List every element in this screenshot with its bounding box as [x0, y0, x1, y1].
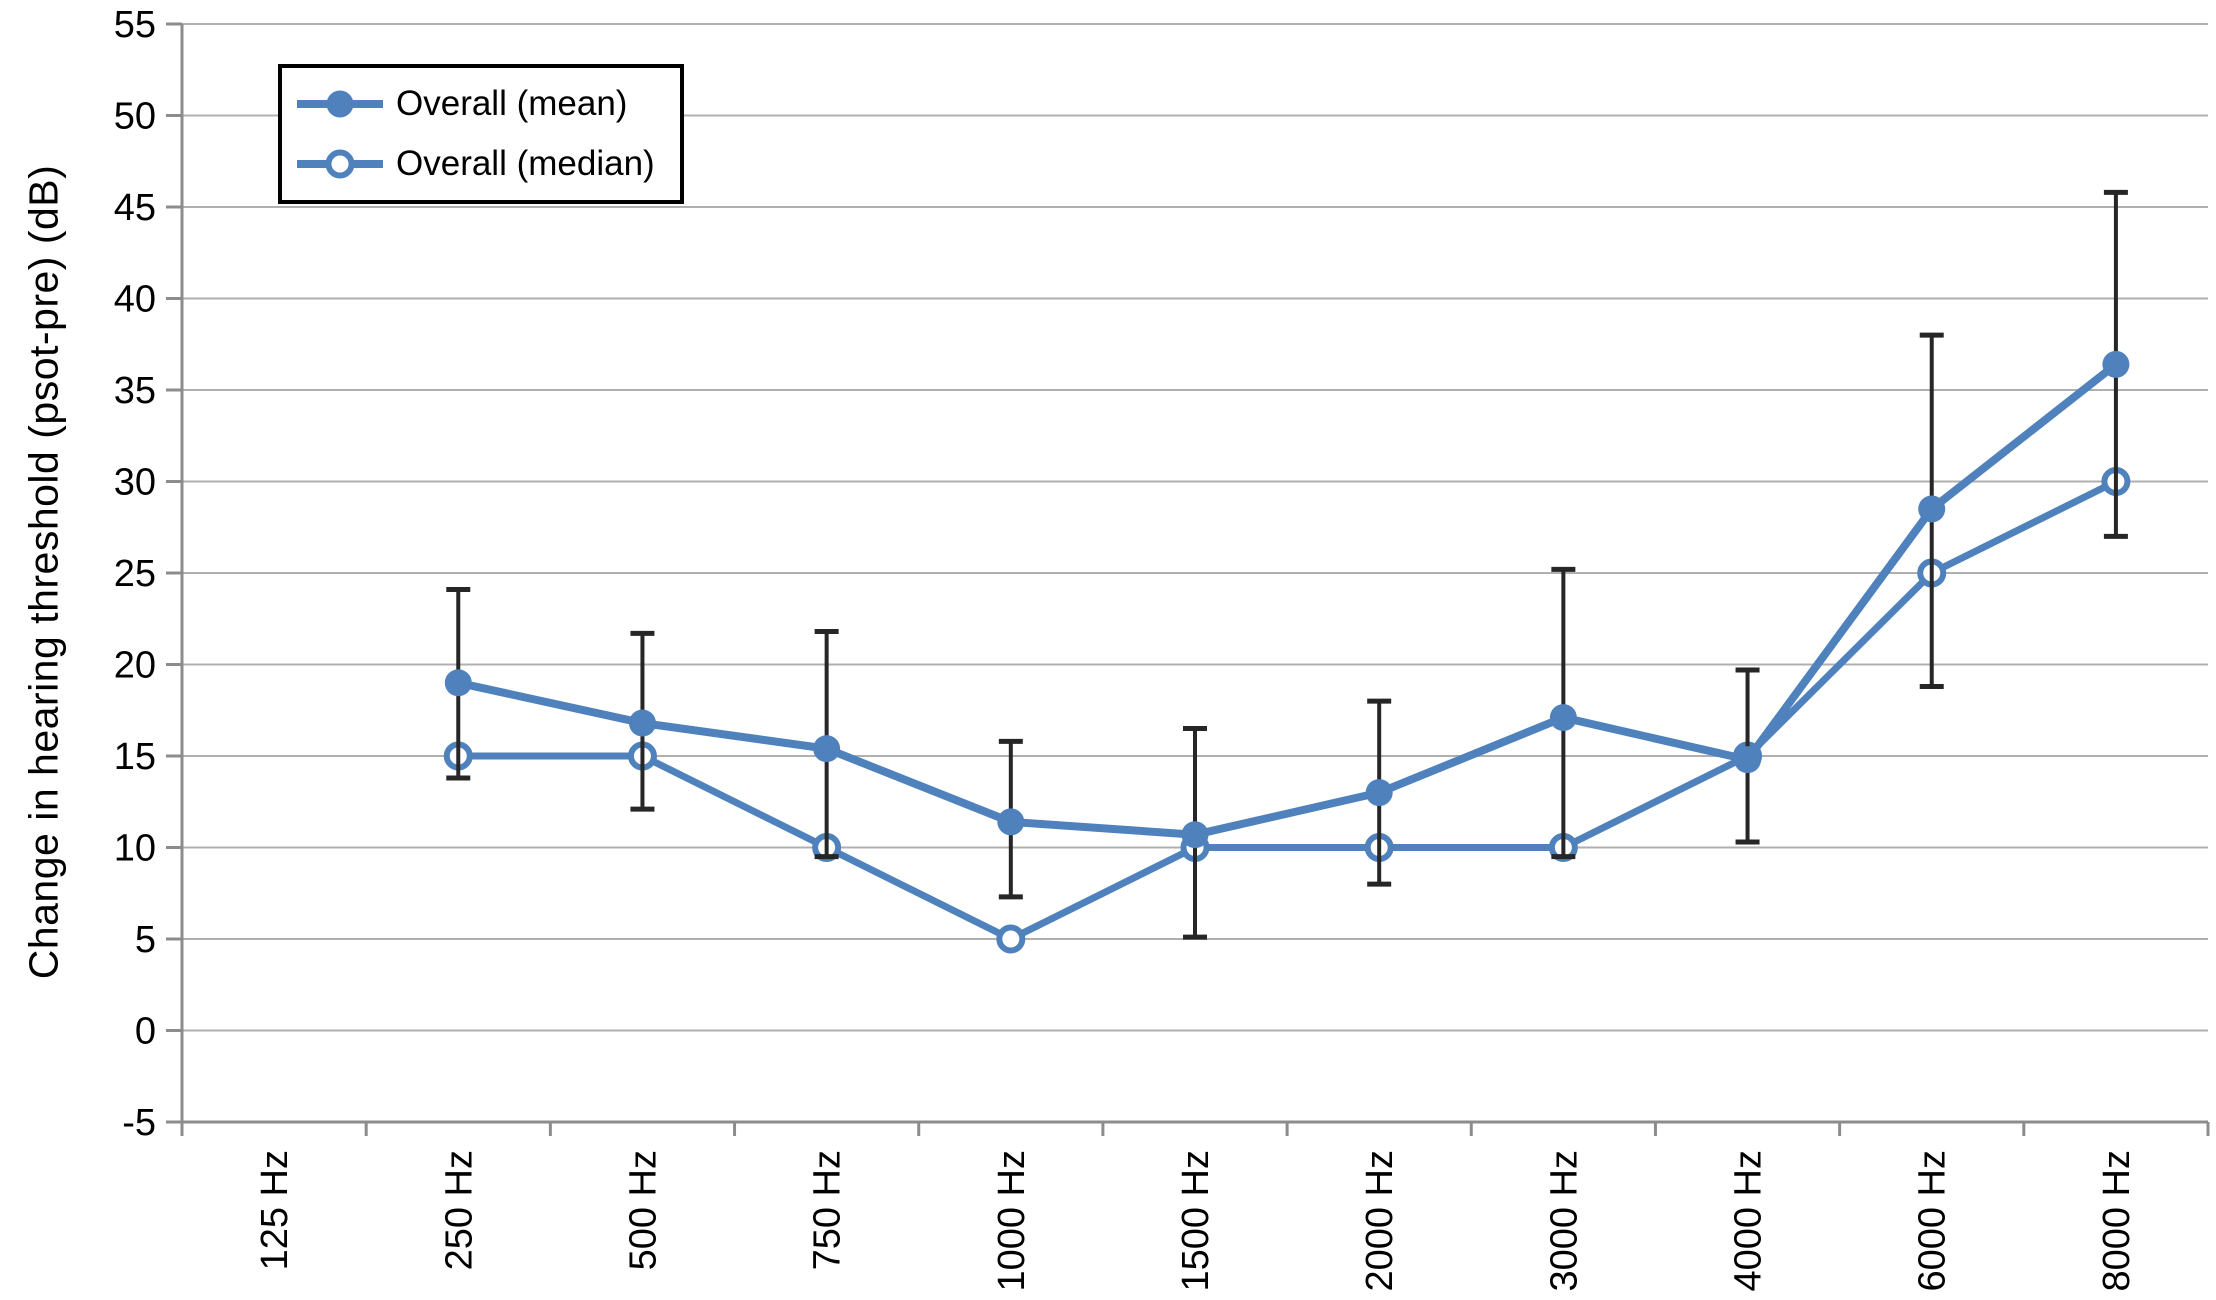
- y-axis-title: Change in hearing threshold (psot-pre) (…: [20, 164, 67, 980]
- filled-circle-marker-icon: [297, 90, 383, 118]
- x-tick-label: 8000 Hz: [2096, 1150, 2138, 1292]
- mean-data-point: [1918, 495, 1946, 523]
- x-tick-label: 4000 Hz: [1728, 1150, 1770, 1292]
- mean-series-line: [457, 361, 2119, 839]
- y-tick-label: 50: [114, 96, 156, 138]
- legend: Overall (mean) Overall (median): [278, 64, 684, 204]
- y-tick-label: 0: [135, 1011, 156, 1053]
- median-data-point: [996, 924, 1026, 954]
- x-tick-label: 500 Hz: [622, 1150, 664, 1270]
- median-series-line: [458, 478, 2118, 943]
- open-circle-marker-icon: [297, 149, 383, 179]
- y-tick-label: -5: [122, 1102, 156, 1144]
- mean-data-point: [2102, 350, 2130, 378]
- legend-entry-mean: Overall (mean): [294, 84, 668, 124]
- x-tick-label: 6000 Hz: [1912, 1150, 1954, 1292]
- x-tick-label: 3000 Hz: [1543, 1150, 1585, 1292]
- mean-data-point: [444, 669, 472, 697]
- x-tick-label: 250 Hz: [438, 1150, 480, 1270]
- y-tick-label: 25: [114, 553, 156, 595]
- mean-data-point: [1734, 746, 1762, 774]
- y-tick-label: 35: [114, 370, 156, 412]
- legend-label-median: Overall (median): [396, 144, 655, 183]
- y-tick-label: 15: [114, 736, 156, 778]
- x-tick-label: 125 Hz: [254, 1150, 296, 1270]
- y-tick-label: 45: [114, 187, 156, 229]
- mean-data-point: [813, 735, 841, 763]
- mean-data-point: [1365, 779, 1393, 807]
- y-tick-label: 20: [114, 645, 156, 687]
- x-tick-label: 1500 Hz: [1175, 1150, 1217, 1292]
- x-tick-label: 2000 Hz: [1359, 1150, 1401, 1292]
- y-tick-label: 55: [114, 4, 156, 46]
- mean-data-point: [1181, 821, 1209, 849]
- legend-entry-median: Overall (median): [294, 144, 668, 184]
- y-tick-label: 30: [114, 462, 156, 504]
- legend-label-mean: Overall (mean): [396, 84, 628, 123]
- y-tick-label: 10: [114, 828, 156, 870]
- mean-data-point: [1549, 704, 1577, 732]
- mean-data-point: [997, 808, 1025, 836]
- y-tick-label: 5: [135, 919, 156, 961]
- mean-data-point: [628, 709, 656, 737]
- x-tick-label: 1000 Hz: [991, 1150, 1033, 1292]
- x-tick-label: 750 Hz: [807, 1150, 849, 1270]
- y-tick-label: 40: [114, 279, 156, 321]
